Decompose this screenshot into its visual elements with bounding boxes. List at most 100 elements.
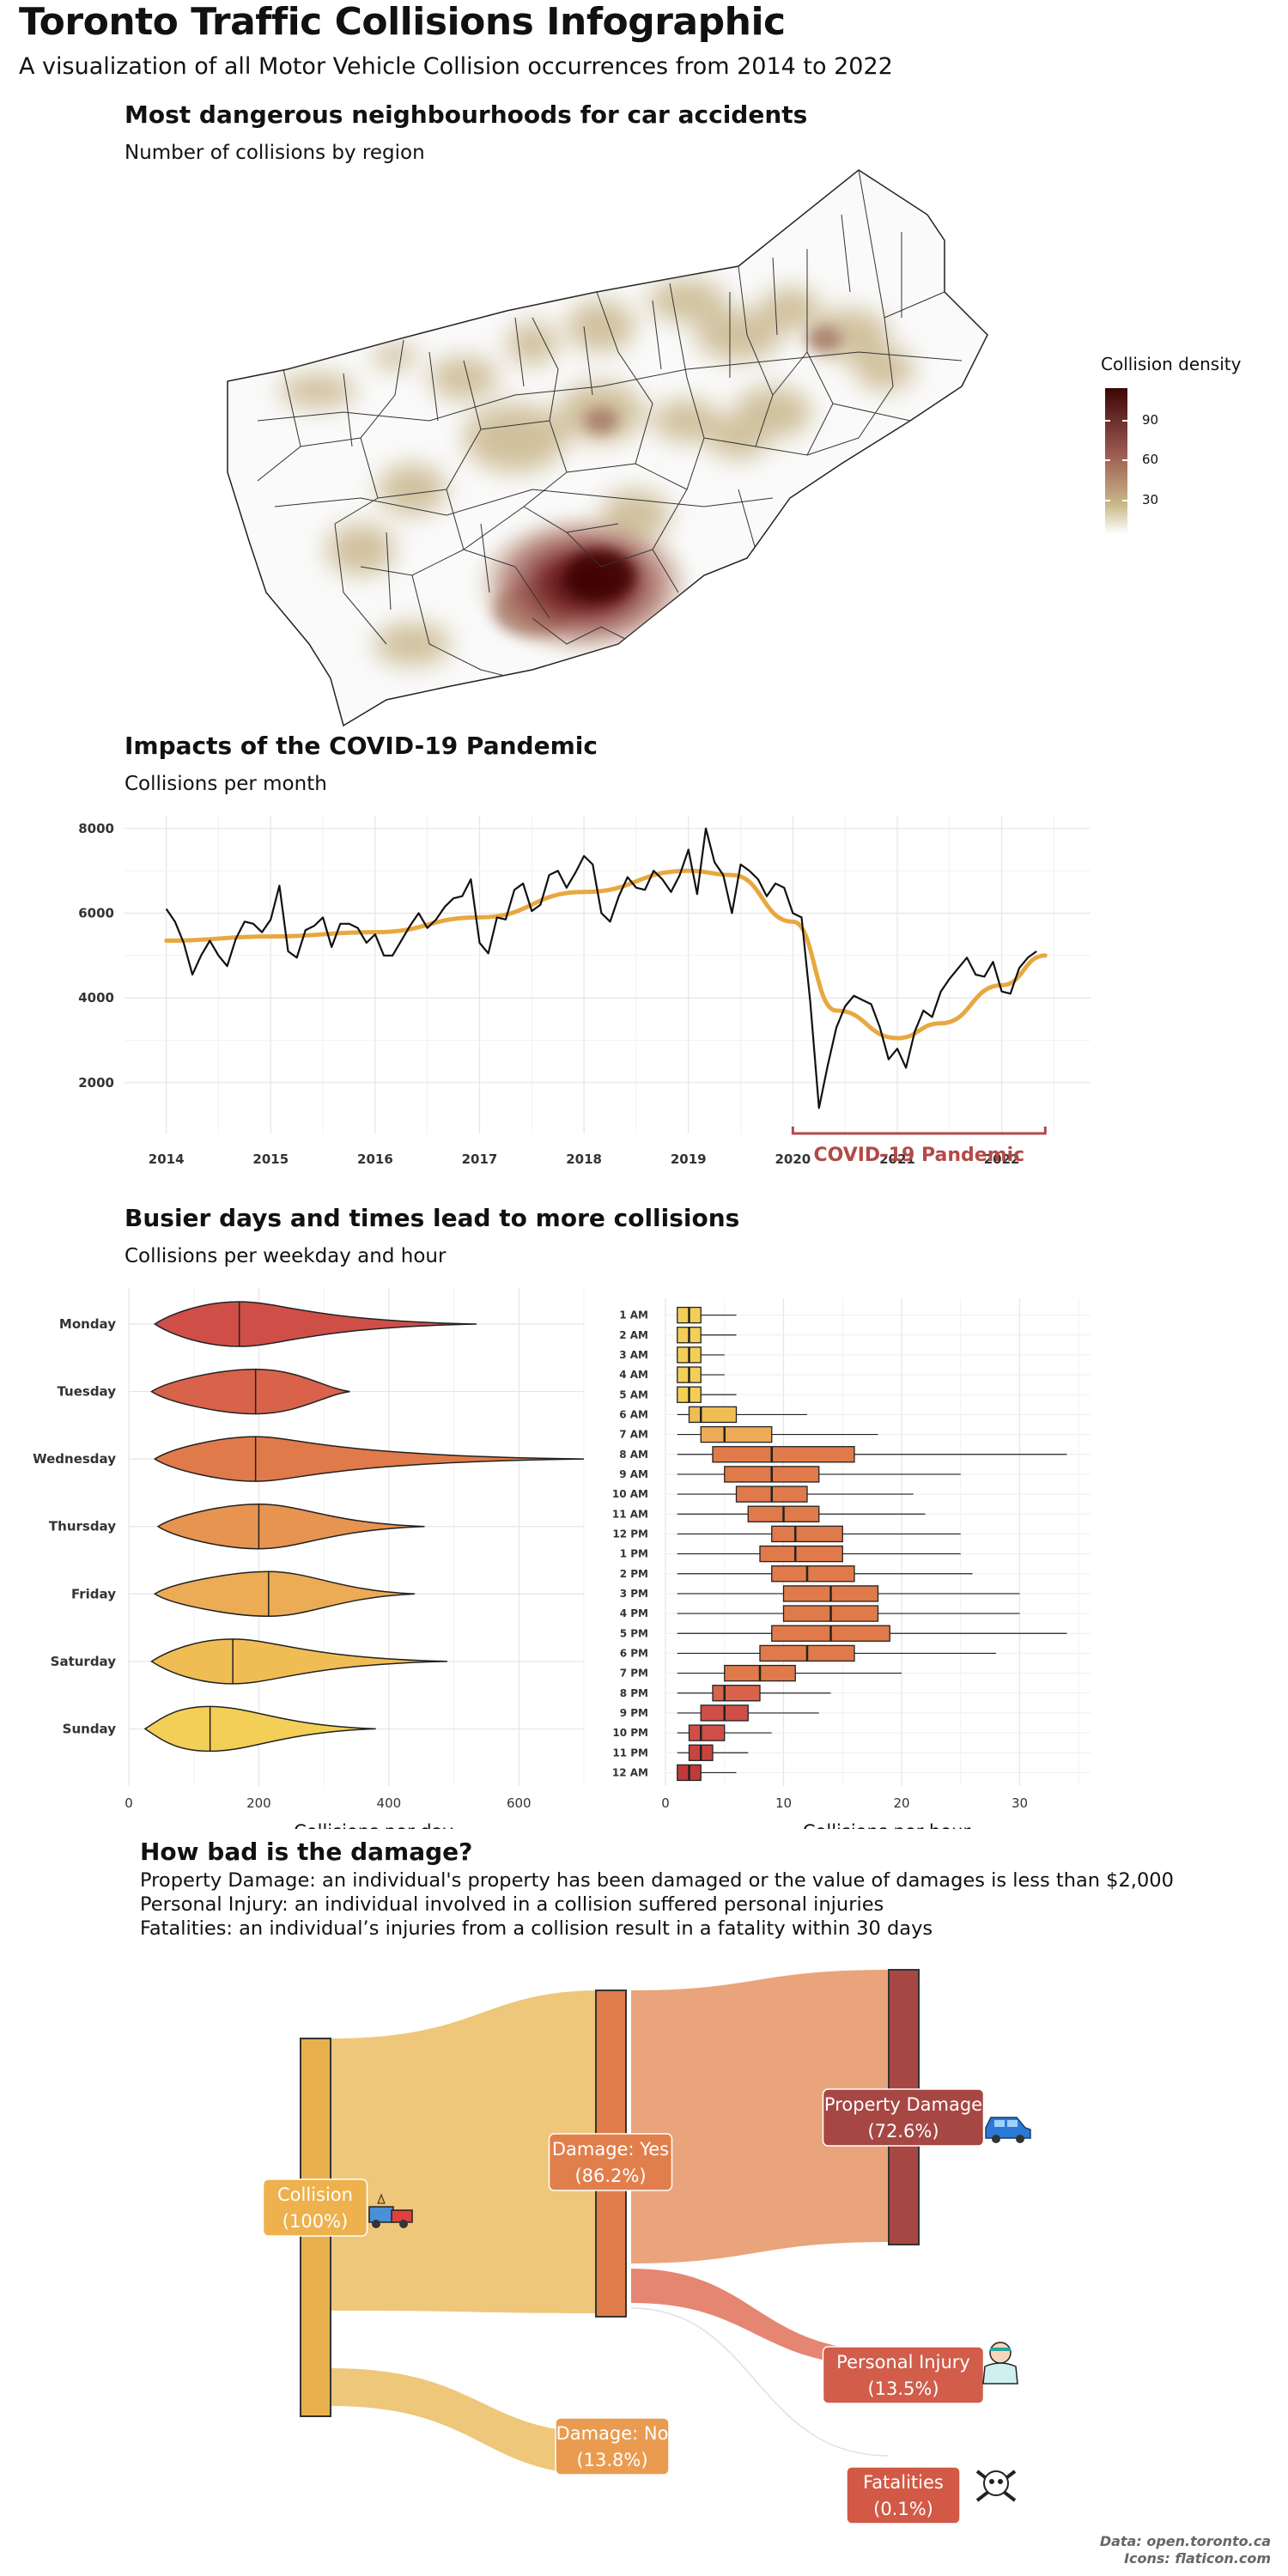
y-tick-label: 6000 [78,905,114,920]
sankey-label-property: Property Damage [824,2094,982,2115]
y-tick-label: 5 PM [620,1627,648,1639]
skull-eye [998,2479,1003,2484]
legend-ticks [1105,420,1127,501]
box-1-pm [759,1545,843,1563]
car-wheel [992,2135,1000,2143]
covid-annotation-label: COVID-19 Pandemic [813,1145,1024,1166]
y-tick-label: Sunday [63,1721,117,1736]
skull-eye [989,2479,994,2484]
injured-person-icon [982,2342,1018,2385]
violin-saturday [150,1638,448,1685]
x-tick-label: 2017 [462,1151,498,1167]
x-axis-label: Collisions per hour [803,1821,971,1829]
covid-section-title: Impacts of the COVID-19 Pandemic [125,732,598,760]
violin-sunday [143,1705,376,1753]
map-section-subtitle: Number of collisions by region [125,142,425,164]
sankey-label-fatal-percent: (0.1%) [873,2499,933,2519]
sankey-label-property-percent: (72.6%) [867,2121,939,2142]
monthly-collisions-line-chart: 2000 4000 6000 8000 2014 2015 2016 2017 2018 2019… [78,816,1091,1167]
skull-crossbones-icon [975,2470,1017,2502]
x-tick-label: 20 [893,1795,909,1811]
sankey-label-damage_yes-percent: (86.2%) [574,2166,646,2186]
violin-tuesday [150,1368,350,1415]
car-window [1007,2120,1018,2127]
x-axis-label: Collisions per day [294,1821,453,1829]
y-tick-label: 10 PM [612,1727,648,1739]
sankey-label-injury: Personal Injury [836,2352,970,2372]
tow-truck-icon [368,2193,413,2228]
sankey-link-damage-yes-to-injury [631,2269,889,2366]
x-tick-label: 2022 [984,1151,1020,1167]
y-tick-label: 11 PM [612,1747,648,1759]
covid-section-subtitle: Collisions per month [125,773,327,795]
y-tick-label: 10 AM [612,1488,648,1500]
weekday-section-title: Busier days and times lead to more colli… [125,1204,740,1232]
y-tick-label: 11 AM [612,1508,648,1520]
tow-truck-spark [377,2193,386,2204]
sankey-label-box-property [822,2088,985,2147]
x-tick-label: 200 [246,1795,271,1811]
sankey-label-collision-percent: (100%) [283,2211,348,2232]
car-icon [985,2117,1031,2143]
sankey-label-injury-percent: (13.5%) [867,2379,939,2399]
sankey-label-damage_yes: Damage: Yes [552,2139,669,2160]
y-tick-label: 4 PM [620,1607,648,1619]
sankey-link-damage-yes-to-fatal [630,2307,890,2457]
box-7-am [700,1425,773,1443]
x-tick-label: 2015 [252,1151,289,1167]
y-tick-label: Thursday [49,1519,116,1534]
y-tick-label: 12 AM [612,1766,648,1778]
definition-property-damage: Property Damage: an individual's propert… [140,1869,1174,1892]
violin-thursday [156,1503,425,1550]
legend-tick-label: 30 [1142,492,1159,507]
y-tick-label: Tuesday [57,1384,116,1400]
y-tick-label: 3 PM [620,1588,648,1600]
box-12-pm [771,1525,843,1543]
y-tick-label: 7 PM [620,1668,648,1680]
y-tick-label: 3 AM [619,1349,648,1361]
box-8-am [712,1446,855,1463]
legend-title: Collision density [1101,354,1242,374]
sankey-label-damage_no: Damage: No [556,2423,669,2444]
y-tick-label: 12 PM [612,1528,648,1540]
y-tick-label: Friday [71,1586,116,1601]
x-tick-label: 0 [661,1795,670,1811]
y-tick-label: Monday [59,1316,116,1332]
violin-monday [153,1301,477,1347]
y-tick-label: 4000 [78,990,114,1005]
y-tick-label: 8 AM [619,1449,648,1461]
x-tick-label: 30 [1012,1795,1028,1811]
box-6-am [688,1406,738,1424]
person-body [982,2362,1018,2385]
tow-truck-cab [368,2206,394,2223]
sankey-label-box-collision [262,2178,368,2237]
sankey-label-box-damage_yes [548,2133,673,2191]
definition-fatalities: Fatalities: an individual’s injuries fro… [140,1917,933,1940]
sankey-link-collision-to-damage-yes [331,1990,601,2313]
box-10-pm [688,1724,726,1741]
y-tick-label: 5 AM [619,1388,648,1400]
x-tick-label: 2020 [775,1151,811,1167]
y-tick-label: 2000 [78,1075,114,1091]
sankey-label-damage_no-percent: (13.8%) [576,2450,647,2470]
footer-icon-credit: Icons: flaticon.com [1124,2550,1271,2567]
box-8-pm [712,1685,761,1702]
damage-sankey-diagram: Collision (100%) Damage: Yes (86.2%) Damage:… [262,1969,1031,2524]
y-tick-label: 4 AM [619,1369,648,1381]
y-tick-label: 8 PM [620,1687,648,1699]
y-tick-label: 6 AM [619,1408,648,1420]
y-tick-label: 2 PM [620,1568,648,1580]
y-tick-label: 9 PM [620,1707,648,1719]
sankey-link-collision-to-damage-no [331,2368,601,2475]
box-2-pm [771,1565,855,1583]
y-tick-label: 1 AM [619,1309,648,1321]
map-section-title: Most dangerous neighbourhoods for car ac… [125,100,808,129]
y-tick-label: 7 AM [619,1429,648,1441]
footer-data-source: Data: open.toronto.ca [1099,2533,1271,2549]
collision-density-map [227,169,1127,727]
skull [983,2470,1009,2496]
x-tick-label: 2016 [357,1151,393,1167]
smoothed-trend-line [164,868,1048,1041]
weekday-section-subtitle: Collisions per weekday and hour [125,1245,447,1267]
neighbourhood-boundaries [257,170,963,679]
